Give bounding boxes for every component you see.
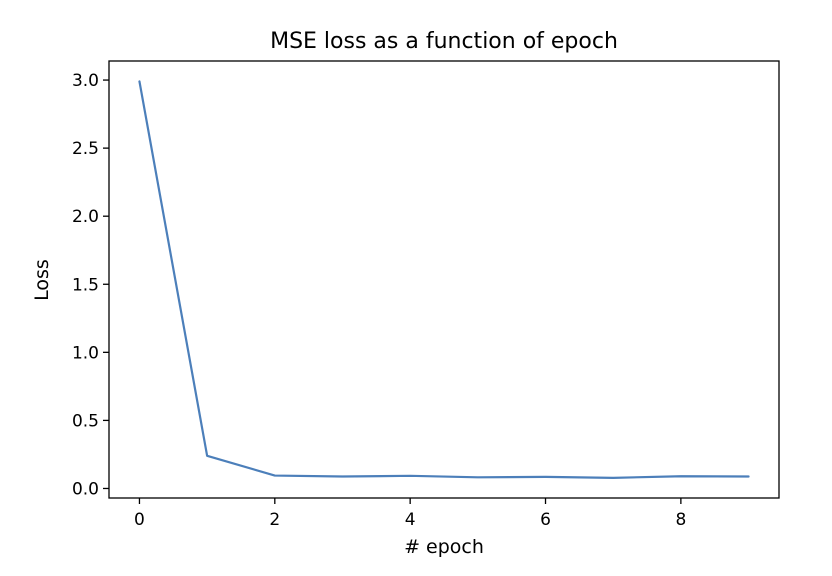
- y-tick-label: 2.0: [72, 207, 99, 227]
- chart-title: MSE loss as a function of epoch: [270, 29, 618, 54]
- y-tick-label: 1.0: [72, 343, 99, 363]
- x-tick-label: 2: [269, 510, 280, 530]
- y-axis-ticks: 0.0 0.5 1.0 1.5 2.0 2.5 3.0: [72, 71, 109, 499]
- y-tick-label: 1.5: [72, 275, 99, 295]
- y-tick-label: 3.0: [72, 71, 99, 91]
- x-tick-label: 0: [134, 510, 145, 530]
- y-tick-label: 0.5: [72, 411, 99, 431]
- y-axis-label: Loss: [31, 259, 53, 301]
- x-tick-label: 8: [675, 510, 686, 530]
- plot-frame: [108, 60, 780, 499]
- x-tick-label: 4: [405, 510, 416, 530]
- series-line: [138, 80, 750, 479]
- x-axis-ticks: 0 2 4 6 8: [134, 498, 686, 530]
- y-tick-label: 2.5: [72, 139, 99, 159]
- plot-area: [108, 60, 780, 499]
- y-tick-label: 0.0: [72, 479, 99, 499]
- x-axis-label: # epoch: [404, 536, 484, 558]
- x-tick-label: 6: [540, 510, 551, 530]
